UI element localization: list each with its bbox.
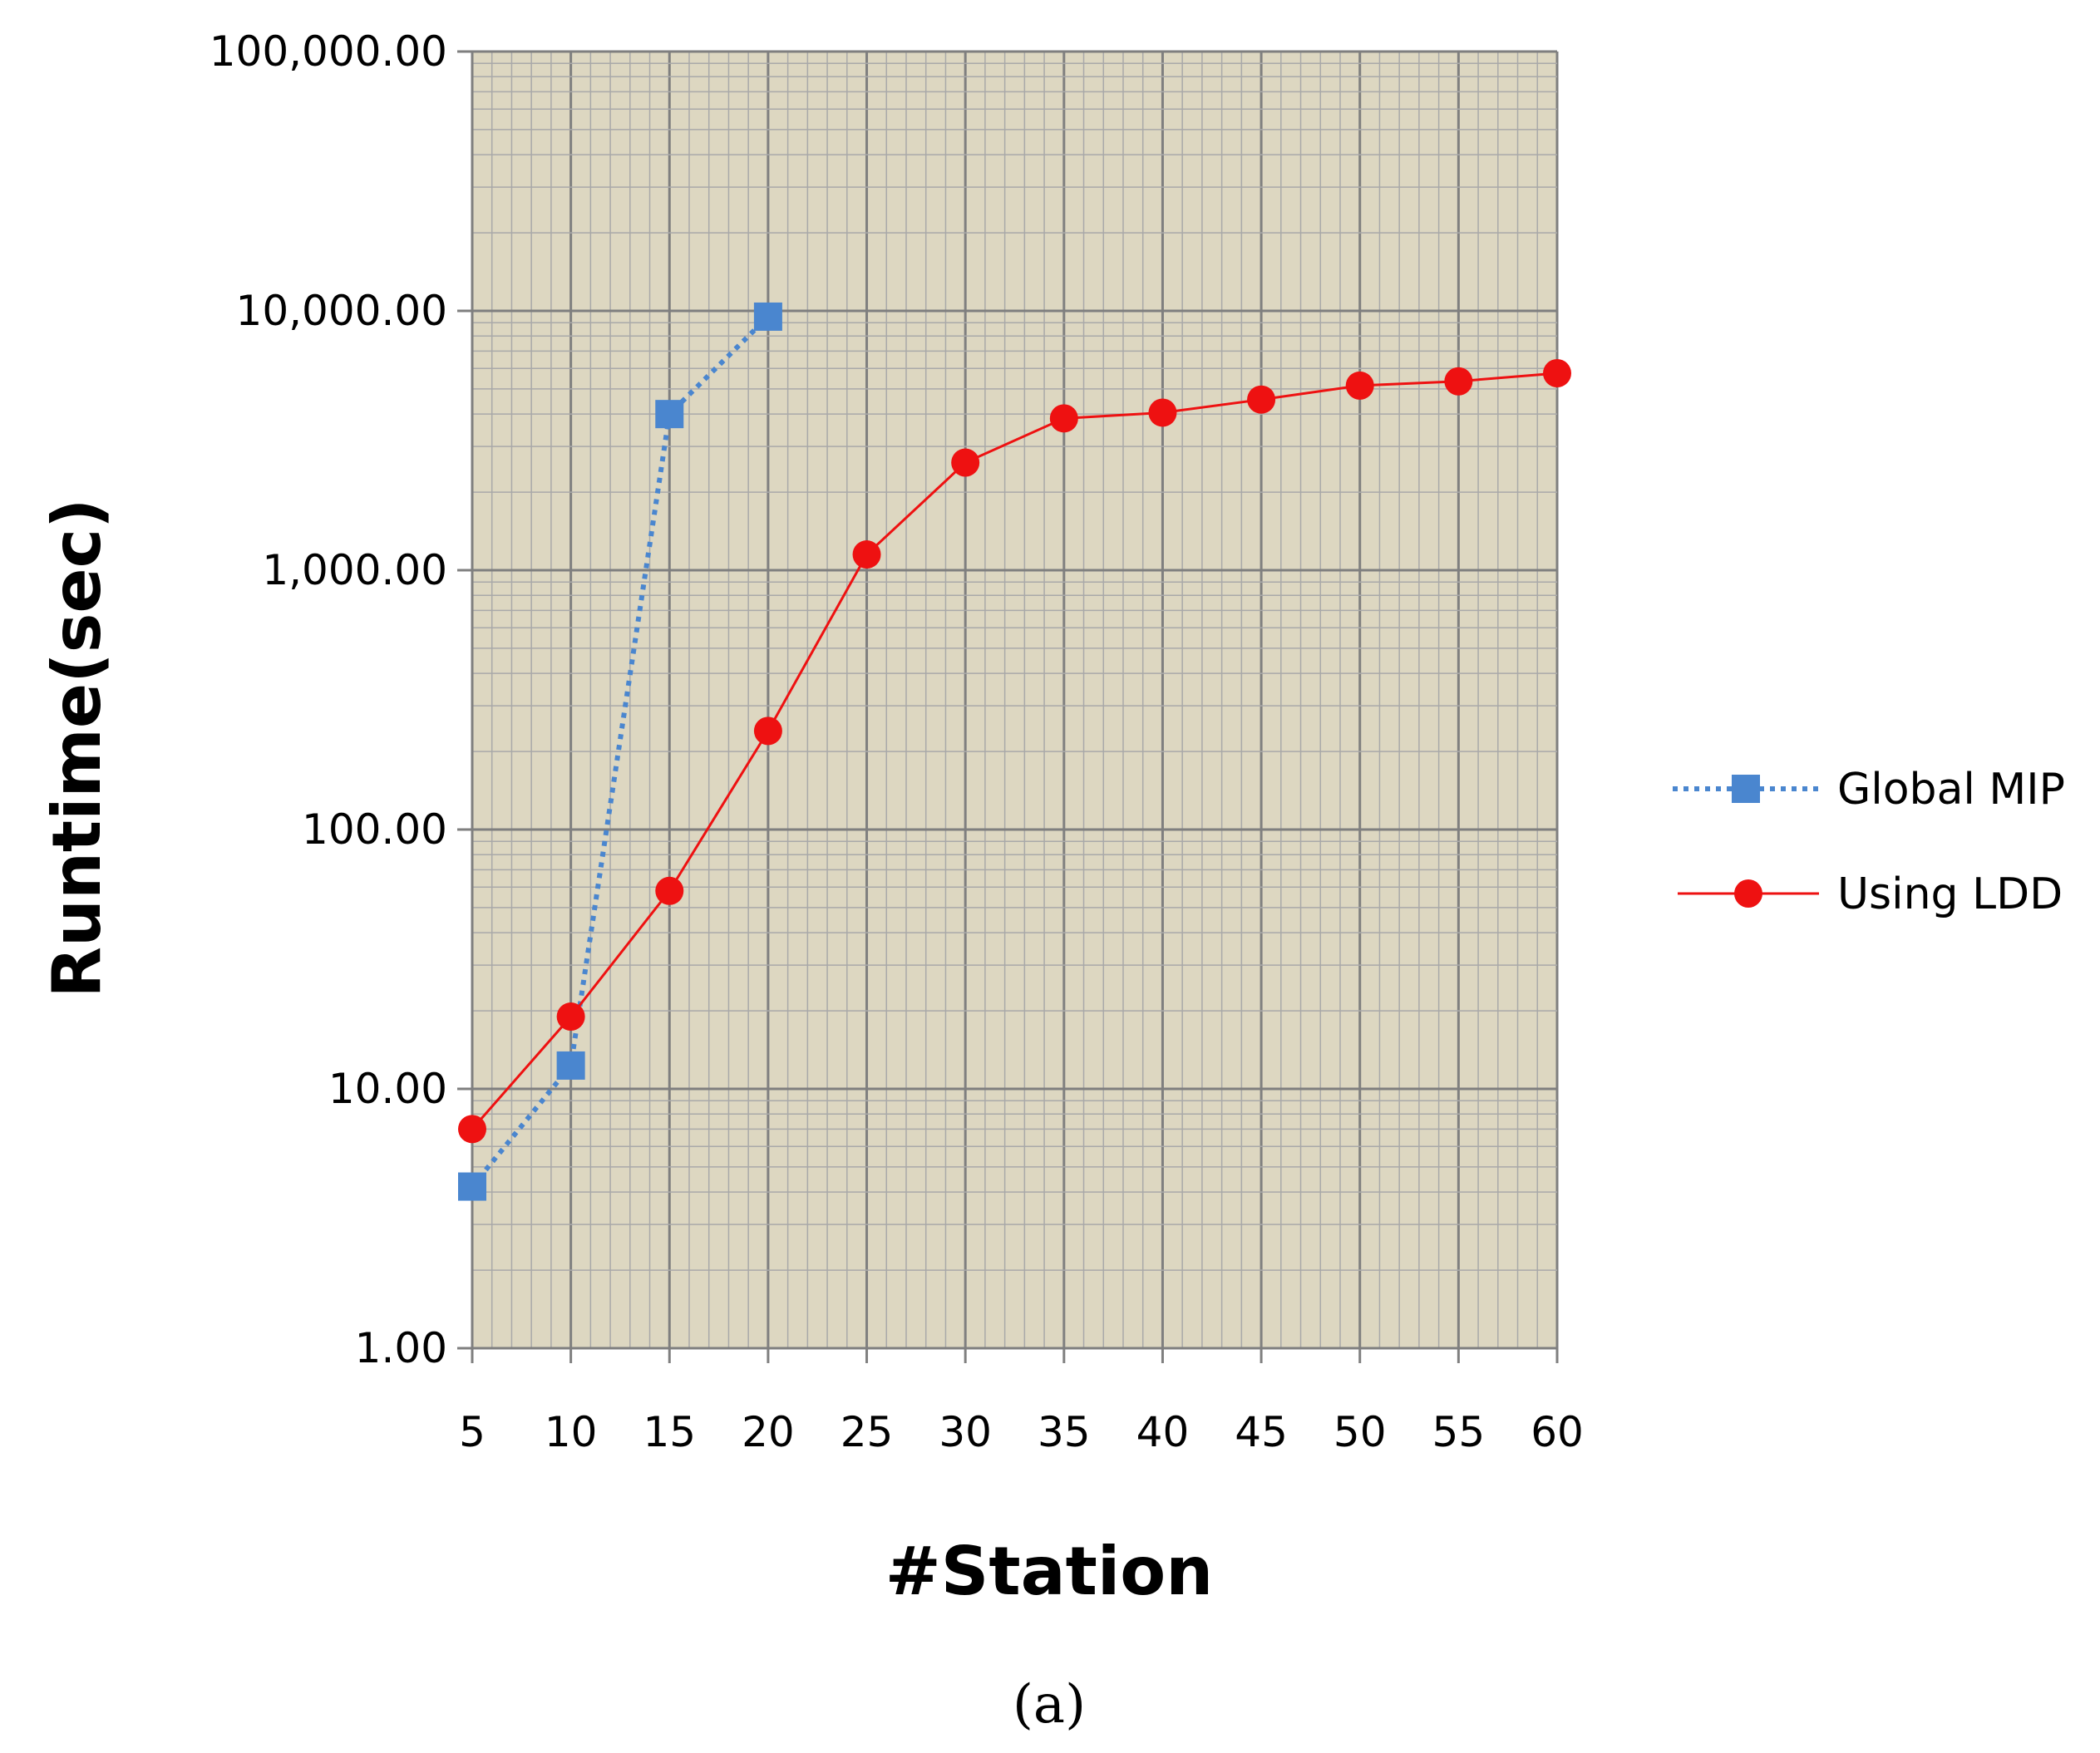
- data-point-square: [556, 1051, 585, 1080]
- legend-item-global-mip: Global MIP: [1673, 765, 2065, 815]
- x-tick-label: 45: [1235, 1408, 1288, 1456]
- x-tick-label: 35: [1038, 1408, 1091, 1456]
- x-tick-label: 20: [742, 1408, 795, 1456]
- data-point-circle: [1049, 404, 1078, 433]
- legend-label-global-mip: Global MIP: [1837, 765, 2065, 815]
- data-point-circle: [852, 540, 881, 569]
- x-axis-title: #Station: [885, 1533, 1213, 1610]
- gridlines: [471, 50, 1559, 1350]
- x-tick-label: 5: [459, 1408, 486, 1456]
- x-tick-label: 50: [1333, 1408, 1387, 1456]
- y-tick-label: 1.00: [355, 1324, 447, 1372]
- data-point-square: [655, 400, 684, 429]
- data-point-circle: [1148, 398, 1177, 427]
- legend-marker-circle-icon: [1734, 879, 1762, 908]
- data-point-square: [458, 1172, 486, 1201]
- legend: Global MIP Using LDD: [1673, 765, 2065, 919]
- series-layer: [458, 302, 1571, 1201]
- x-tick-label: 40: [1136, 1408, 1190, 1456]
- data-point-circle: [1444, 367, 1473, 396]
- y-tick-label: 1,000.00: [262, 546, 447, 594]
- y-tick-label: 10.00: [328, 1065, 447, 1113]
- x-tick-labels: 5 10 15 20 25 30 35 40 45 50 55 60: [459, 1408, 1584, 1456]
- x-tick-label: 55: [1432, 1408, 1486, 1456]
- x-tick-label: 15: [643, 1408, 696, 1456]
- data-point-circle: [753, 716, 782, 746]
- series-using-ldd: [458, 358, 1571, 1144]
- data-point-circle: [655, 876, 684, 905]
- legend-label-using-ldd: Using LDD: [1837, 869, 2063, 919]
- series-global-mip: [458, 302, 782, 1201]
- data-point-circle: [458, 1115, 486, 1144]
- y-tick-label: 10,000.00: [236, 287, 447, 335]
- data-point-circle: [951, 448, 980, 477]
- x-tick-label: 30: [939, 1408, 992, 1456]
- legend-marker-square-icon: [1732, 775, 1760, 803]
- figure-caption: (a): [1013, 1674, 1086, 1736]
- y-tick-label: 100.00: [302, 805, 447, 854]
- plot-background: [472, 52, 1557, 1348]
- data-point-circle: [1345, 371, 1374, 400]
- x-tick-label: 25: [840, 1408, 894, 1456]
- y-tick-labels: 1.00 10.00 100.00 1,000.00 10,000.00 100,000.…: [210, 27, 447, 1372]
- series-line: [470, 314, 771, 1189]
- x-tick-label: 60: [1531, 1408, 1584, 1456]
- series-line: [471, 372, 1558, 1130]
- x-tick-label: 10: [545, 1408, 598, 1456]
- y-tick-label: 100,000.00: [210, 27, 447, 76]
- y-axis-title: Runtime(sec): [38, 498, 116, 997]
- data-point-circle: [1247, 385, 1276, 414]
- data-point-circle: [1543, 358, 1571, 387]
- data-point-circle: [556, 1002, 585, 1032]
- data-point-square: [753, 302, 782, 331]
- legend-item-using-ldd: Using LDD: [1678, 869, 2063, 919]
